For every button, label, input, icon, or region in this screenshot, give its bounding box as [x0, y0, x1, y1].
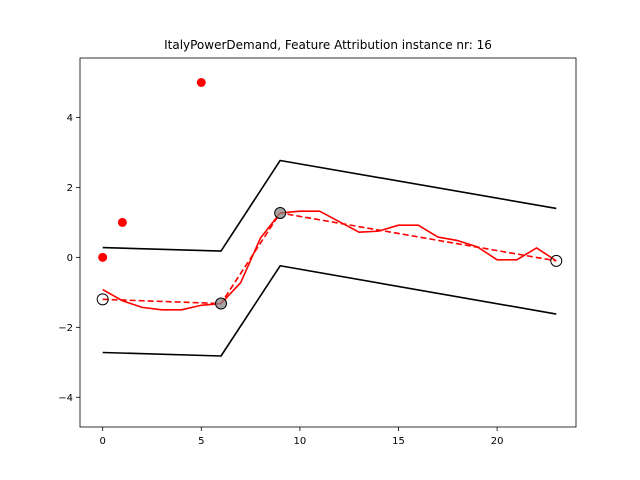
series-line-4: [102, 264, 557, 357]
breakpoint-marker-2: [215, 297, 228, 310]
series-line-1: [102, 210, 557, 311]
series-line-3: [102, 159, 557, 252]
x-tick-label: 15: [392, 436, 405, 447]
series-line-2: [102, 212, 557, 305]
attribution-point-3: [196, 77, 206, 87]
attribution-point-2: [117, 217, 127, 227]
y-tick-label: 2: [67, 183, 73, 194]
plot-area: [96, 77, 563, 357]
y-tick-label: 0: [67, 253, 73, 264]
breakpoint-marker-3: [274, 206, 287, 219]
x-tick-label: 10: [294, 436, 307, 447]
x-tick-label: 0: [99, 436, 105, 447]
x-tick-label: 20: [491, 436, 504, 447]
breakpoint-marker-1: [96, 293, 109, 306]
breakpoint-marker-4: [550, 254, 563, 267]
y-tick-label: −2: [58, 323, 73, 334]
axes-frame: [79, 57, 577, 428]
y-axis: −4 −2 0 2 4: [58, 113, 80, 404]
x-axis: 0 5 10 15 20: [99, 427, 503, 447]
chart-title: ItalyPowerDemand, Feature Attribution in…: [164, 38, 492, 52]
y-tick-label: 4: [67, 113, 73, 124]
y-tick-label: −4: [58, 393, 73, 404]
attribution-point-1: [98, 252, 108, 262]
x-tick-label: 5: [198, 436, 204, 447]
